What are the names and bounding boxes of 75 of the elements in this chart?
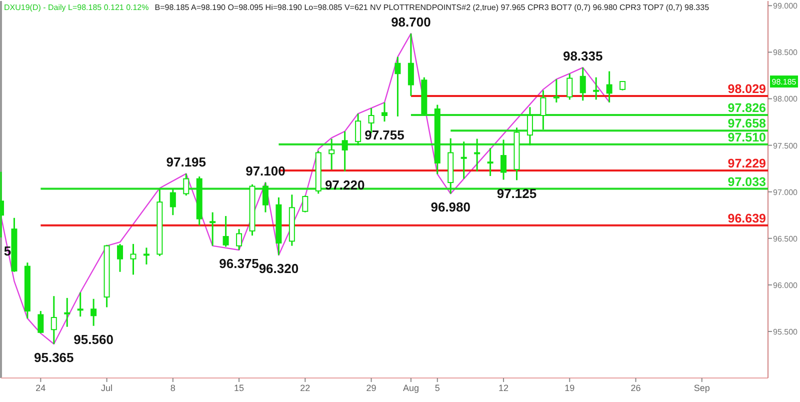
x-tick-label: Aug [402,383,419,393]
text: 98.700 [391,14,431,30]
y-tick-label: 98.000 [773,94,798,104]
series-label: 97.826 [728,100,766,115]
text: 97.755 [364,128,404,143]
y-tick-label: 95.500 [773,327,798,336]
x-tick-label: 29 [366,383,376,393]
series-label: 97.229 [728,156,766,171]
candlestick [328,138,335,170]
text: 95.560 [74,332,114,347]
candlestick [355,112,362,146]
y-tick-label: 99.000 [773,2,798,11]
candlestick [620,80,626,92]
candlestick [408,32,414,97]
candlestick [606,70,612,104]
candlestick [342,130,348,172]
candlestick [302,194,308,214]
candlestick [183,172,190,196]
candlestick [117,243,124,273]
series-label: 97.658 [728,116,766,131]
series-label: 96.639 [728,211,766,226]
line-series [0,32,610,345]
y-tick-label: 97.500 [773,141,798,150]
chart-title: DXU19(D) - Daily L=98.185 0.121 0.12% [4,3,149,12]
candlestick [540,90,546,130]
candlestick [130,243,136,276]
y-tick-label: 96.000 [773,280,798,290]
text: 97.195 [166,154,206,170]
candlestick [566,72,573,100]
text: 96.375 [219,256,259,272]
candlestick [50,295,57,345]
candlestick [553,78,560,104]
candlestick [580,66,586,102]
series-label: 98.029 [728,82,766,96]
candlestick [262,182,268,214]
candlestick [77,292,84,318]
candlestick [210,212,216,247]
text: 98.335 [562,48,603,64]
candlestick [222,215,229,248]
candlestick [487,147,494,177]
x-tick-label: 15 [234,383,244,393]
y-tick-label: 98.500 [773,48,798,58]
x-tick-label: 8 [170,383,176,393]
series-label: 97.033 [728,174,766,189]
chart-subtitle: B=98.185 A=98.190 O=98.095 Hi=98.190 Lo=98.085 V=621 NV PLOTTRENDPOINTS#2 (2,true) 97.965 CPR3 BOT7 (0,7) 96.980 CPR3 TOP7 (0,7) 98.335 [154,3,710,12]
candlestick [170,188,176,216]
candlestick [526,106,533,146]
x-tick-label: Jul [101,383,113,393]
x-tick-label: 12 [498,383,509,393]
text: 97.125 [496,186,537,202]
candlestick [593,76,600,100]
text: 95.365 [34,350,74,366]
y-tick-label: 96.500 [773,234,798,244]
text: 96.320 [258,261,299,276]
y-tick-label: 97.000 [773,188,798,197]
x-tick-label: 24 [36,383,46,393]
annotation: 98.185 [772,78,797,87]
x-tick-label: 22 [300,383,310,393]
candlestick [394,56,401,118]
x-tick-label: 5 [434,383,440,393]
x-tick-label: 19 [564,383,575,393]
x-tick-label: Sep [694,383,710,393]
candlestick [474,138,480,172]
series-label: 97.510 [728,130,766,144]
x-tick-label: 26 [630,383,641,393]
candlestick [236,228,242,251]
text: 96.980 [430,200,471,215]
text: 97.100 [246,164,286,179]
candlestick [382,102,388,122]
candlestick [500,138,507,180]
candlestick [90,298,97,327]
candlestick [460,140,467,180]
candlestick [64,297,70,328]
candlestick [38,310,44,334]
candlestick [143,246,150,266]
